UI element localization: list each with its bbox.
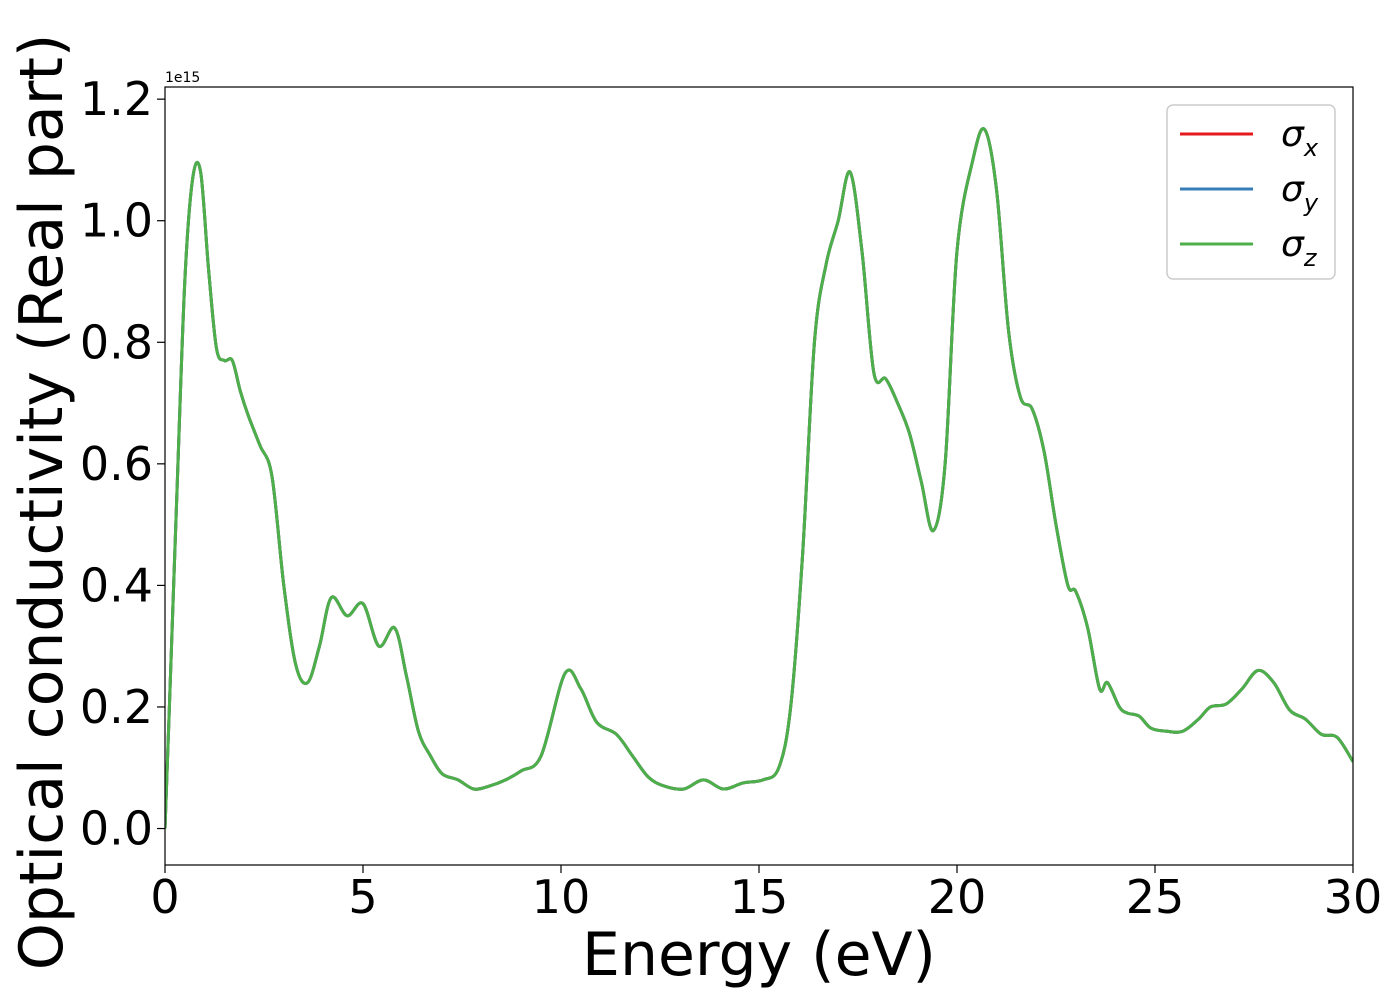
legend-box <box>1166 104 1336 280</box>
y-tick-label: 0.2 <box>80 680 153 734</box>
x-tick-label: 15 <box>730 870 789 924</box>
y-tick-label: 0.8 <box>80 315 153 369</box>
legend-label-y: σy <box>1281 169 1319 217</box>
x-tick-label: 5 <box>348 870 377 924</box>
x-tick-label: 0 <box>150 870 179 924</box>
series-line-z <box>165 127 1353 829</box>
legend: σx σy σz <box>1166 104 1336 280</box>
legend-label-z: σz <box>1281 224 1318 272</box>
x-axis: 0 5 10 15 20 25 30 <box>150 865 1382 924</box>
y-axis: 0.0 0.2 0.4 0.6 0.8 1.0 1.2 <box>80 72 165 856</box>
y-axis-title: Optical conductivity (Real part) <box>7 34 77 971</box>
x-axis-title: Energy (eV) <box>582 920 936 990</box>
series-layer <box>165 127 1353 829</box>
y-tick-label: 0.6 <box>80 437 153 491</box>
y-tick-label: 1.2 <box>80 72 153 126</box>
y-tick-label: 0.4 <box>80 558 153 612</box>
x-tick-label: 25 <box>1126 870 1185 924</box>
x-tick-label: 20 <box>928 870 987 924</box>
legend-label-x: σx <box>1281 114 1319 162</box>
x-tick-label: 10 <box>532 870 591 924</box>
y-tick-label: 0.0 <box>80 802 153 856</box>
y-tick-label: 1.0 <box>80 194 153 248</box>
x-tick-label: 30 <box>1324 870 1383 924</box>
y-offset-label: 1e15 <box>165 70 200 86</box>
